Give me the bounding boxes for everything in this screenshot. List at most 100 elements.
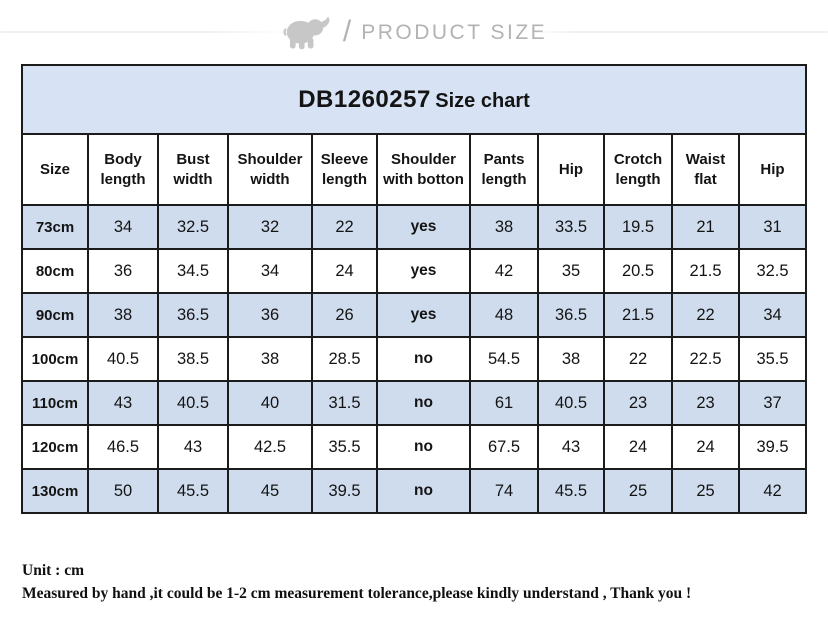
- value-cell: 23: [671, 380, 740, 426]
- table-row-90cm: 90cm 38 36.5 36 26 yes 48 36.5 21.5 22 34: [21, 292, 807, 338]
- value-cell: 74: [469, 468, 539, 514]
- value-cell: 42.5: [227, 424, 313, 470]
- value-cell: 46.5: [87, 424, 159, 470]
- value-cell: 19.5: [603, 204, 673, 250]
- value-cell: no: [376, 424, 471, 470]
- value-cell: 50: [87, 468, 159, 514]
- value-cell: 39.5: [738, 424, 807, 470]
- value-cell: no: [376, 336, 471, 382]
- elephant-icon: [281, 15, 333, 51]
- size-cell: 100cm: [21, 336, 89, 382]
- value-cell: 35.5: [311, 424, 378, 470]
- column-header-1: Body length: [87, 133, 159, 206]
- column-header-7: Hip: [537, 133, 605, 206]
- header-rule-right: [532, 31, 828, 33]
- value-cell: 36: [227, 292, 313, 338]
- value-cell: no: [376, 468, 471, 514]
- value-cell: 28.5: [311, 336, 378, 382]
- page-title: PRODUCT SIZE: [361, 21, 548, 44]
- value-cell: 40.5: [87, 336, 159, 382]
- header-slash: /: [342, 15, 352, 48]
- table-row-120cm: 120cm 46.5 43 42.5 35.5 no 67.5 43 24 24 39.5: [21, 424, 807, 470]
- column-header-4: Sleeve length: [311, 133, 378, 206]
- value-cell: 43: [537, 424, 605, 470]
- column-header-8: Crotch length: [603, 133, 673, 206]
- value-cell: 34.5: [157, 248, 229, 294]
- column-header-0: Size: [21, 133, 89, 206]
- value-cell: 61: [469, 380, 539, 426]
- value-cell: 45: [227, 468, 313, 514]
- table-row-130cm: 130cm 50 45.5 45 39.5 no 74 45.5 25 25 42: [21, 468, 807, 514]
- table-row-100cm: 100cm 40.5 38.5 38 28.5 no 54.5 38 22 22.5 35.5: [21, 336, 807, 382]
- page-header: / PRODUCT SIZE: [0, 10, 828, 56]
- value-cell: 32.5: [738, 248, 807, 294]
- tolerance-note: Measured by hand ,it could be 1-2 cm mea…: [22, 585, 692, 603]
- value-cell: 40: [227, 380, 313, 426]
- value-cell: 31: [738, 204, 807, 250]
- size-cell: 130cm: [21, 468, 89, 514]
- size-chart-table: DB1260257 Size chart Size Body length Bust…: [21, 64, 807, 514]
- size-cell: 90cm: [21, 292, 89, 338]
- value-cell: 38: [227, 336, 313, 382]
- value-cell: 35.5: [738, 336, 807, 382]
- value-cell: 38: [537, 336, 605, 382]
- column-header-5: Shoulder with botton: [376, 133, 471, 206]
- value-cell: 39.5: [311, 468, 378, 514]
- value-cell: 23: [603, 380, 673, 426]
- value-cell: 25: [603, 468, 673, 514]
- table-row-73cm: 73cm 34 32.5 32 22 yes 38 33.5 19.5 21 31: [21, 204, 807, 250]
- size-cell: 120cm: [21, 424, 89, 470]
- table-title-label: Size chart: [435, 89, 530, 112]
- table-title-row: DB1260257 Size chart: [21, 64, 807, 135]
- value-cell: 21: [671, 204, 740, 250]
- value-cell: 38: [469, 204, 539, 250]
- value-cell: 36: [87, 248, 159, 294]
- value-cell: 36.5: [537, 292, 605, 338]
- column-header-6: Pants length: [469, 133, 539, 206]
- size-cell: 110cm: [21, 380, 89, 426]
- value-cell: 22: [311, 204, 378, 250]
- value-cell: 24: [603, 424, 673, 470]
- footer-notes: Unit : cm Measured by hand ,it could be …: [22, 560, 691, 606]
- value-cell: yes: [376, 204, 471, 250]
- value-cell: 21.5: [603, 292, 673, 338]
- value-cell: 26: [311, 292, 378, 338]
- value-cell: 24: [311, 248, 378, 294]
- table-row-80cm: 80cm 36 34.5 34 24 yes 42 35 20.5 21.5 32.5: [21, 248, 807, 294]
- value-cell: 22.5: [671, 336, 740, 382]
- value-cell: 45.5: [537, 468, 605, 514]
- table-header-row: Size Body length Bust width Shoulder width S…: [21, 133, 807, 206]
- column-header-2: Bust width: [157, 133, 229, 206]
- value-cell: 48: [469, 292, 539, 338]
- value-cell: 32.5: [157, 204, 229, 250]
- value-cell: 32: [227, 204, 313, 250]
- size-cell: 73cm: [21, 204, 89, 250]
- value-cell: 45.5: [157, 468, 229, 514]
- value-cell: 38: [87, 292, 159, 338]
- value-cell: 22: [671, 292, 740, 338]
- value-cell: 40.5: [537, 380, 605, 426]
- value-cell: 25: [671, 468, 740, 514]
- value-cell: 34: [87, 204, 159, 250]
- value-cell: 38.5: [157, 336, 229, 382]
- size-cell: 80cm: [21, 248, 89, 294]
- product-code: DB1260257: [298, 85, 431, 113]
- value-cell: 40.5: [157, 380, 229, 426]
- value-cell: 42: [738, 468, 807, 514]
- value-cell: 21.5: [671, 248, 740, 294]
- value-cell: no: [376, 380, 471, 426]
- value-cell: 43: [87, 380, 159, 426]
- value-cell: 42: [469, 248, 539, 294]
- value-cell: 34: [227, 248, 313, 294]
- value-cell: 22: [603, 336, 673, 382]
- value-cell: 67.5: [469, 424, 539, 470]
- value-cell: 34: [738, 292, 807, 338]
- table-title: DB1260257 Size chart: [21, 64, 807, 135]
- value-cell: 36.5: [157, 292, 229, 338]
- value-cell: 43: [157, 424, 229, 470]
- value-cell: yes: [376, 292, 471, 338]
- header-rule-left: [0, 31, 292, 33]
- value-cell: 35: [537, 248, 605, 294]
- value-cell: 33.5: [537, 204, 605, 250]
